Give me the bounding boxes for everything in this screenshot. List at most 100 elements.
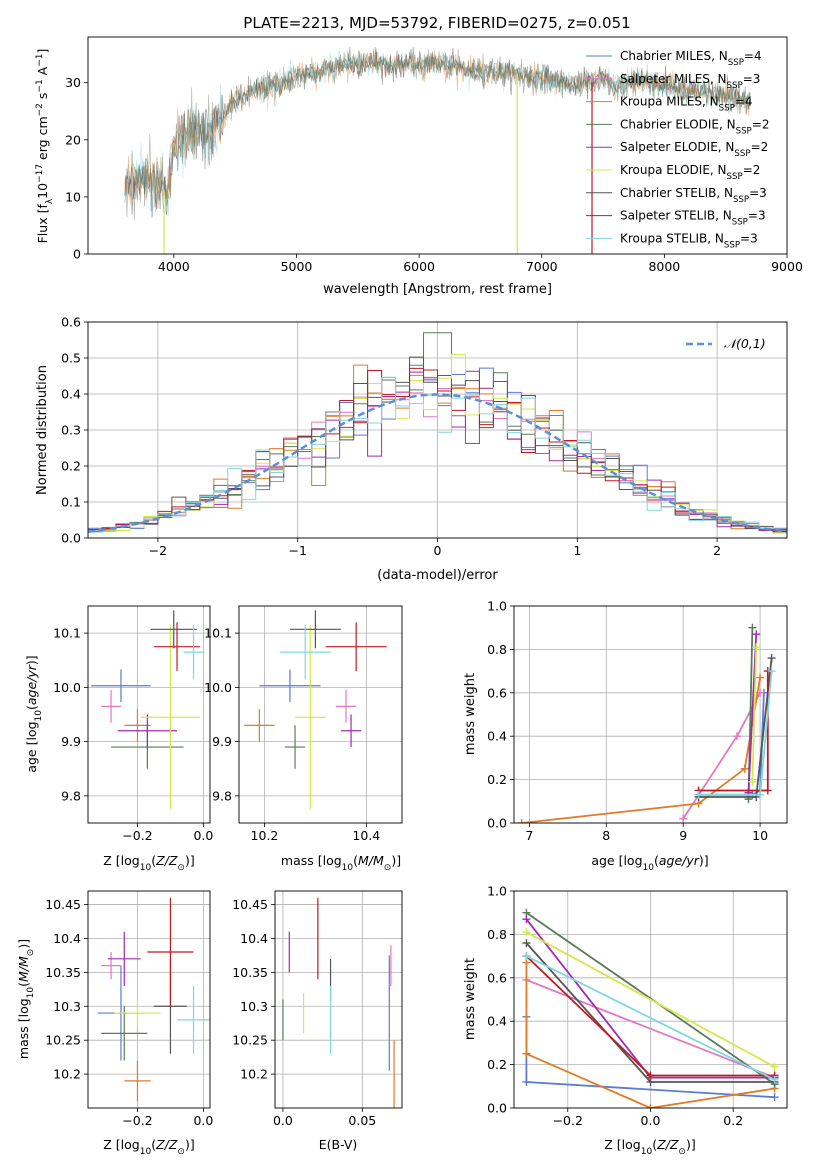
mass-weight-marker: [770, 1075, 779, 1084]
y-tick-label: 0: [73, 247, 81, 262]
y-tick-label: 10.45: [45, 897, 81, 912]
y-tick-label: 0.4: [487, 1014, 507, 1029]
panel-spectrum: 4000 5000 6000 7000 8000 9000 0 10 20 30 Chabrier …: [35, 36, 803, 297]
x-axis-label: age [log10(age/yr)]: [591, 853, 708, 873]
mass-weight-marker: [770, 1093, 779, 1102]
y-tick-label: 10.35: [232, 965, 268, 980]
y-tick-label: 0.2: [487, 1057, 507, 1072]
y-tick-label: 9.9: [212, 734, 232, 749]
y-tick-label: 0.6: [61, 315, 81, 330]
x-tick-label: 6000: [403, 259, 435, 274]
y-tick-label: 0.1: [61, 495, 81, 510]
y-tick-label: 10.4: [53, 931, 81, 946]
histogram-series: [88, 376, 787, 538]
mass-weight-marker: [522, 952, 531, 961]
legend-label: 𝒩(0,1): [724, 336, 766, 351]
x-axis-label: wavelength [Angstrom, rest frame]: [323, 282, 552, 297]
y-tick-label: 0.3: [61, 423, 81, 438]
mass-weight-marker: [740, 764, 749, 773]
mass-weight-marker: [756, 790, 765, 799]
axes-frame: [274, 890, 403, 1109]
axes-frame: [513, 605, 788, 824]
x-tick-label: −1: [288, 543, 306, 558]
legend-label: Kroupa MILES, NSSP=4: [620, 95, 753, 114]
y-tick-label: 0.5: [61, 351, 81, 366]
x-tick-label: 0.05: [348, 1113, 376, 1128]
x-tick-label: 0.0: [273, 1113, 293, 1128]
mass-weight-marker: [646, 1071, 655, 1080]
x-tick-label: 0.0: [641, 1113, 661, 1128]
plot-area: [91, 610, 204, 810]
y-tick-label: 0.6: [487, 970, 507, 985]
x-tick-label: −0.2: [122, 1113, 152, 1128]
y-tick-label: 10.4: [240, 931, 268, 946]
y-tick-label: 9.8: [212, 788, 232, 803]
y-tick-label: 0.2: [487, 772, 507, 787]
y-axis-label: mass weight: [463, 958, 478, 1040]
x-tick-label: 1: [573, 543, 581, 558]
x-axis-label: Z [log10(Z/Z⊙)]: [103, 1137, 194, 1157]
x-axis-label: E(B-V): [319, 1137, 358, 1152]
panel-age_vs_Z: −0.2 0.0 9.8 9.9 10.0 10.1 Z [log10(Z/Z⊙)] age …: [24, 605, 213, 873]
panel-massweight_vs_Z: −0.2 0.0 0.2 0.0 0.2 0.4 0.6 0.8 1.0 Z [log10(Z/Z…: [463, 884, 788, 1157]
mass-weight-marker: [522, 1049, 531, 1058]
y-tick-label: 0.4: [487, 729, 507, 744]
y-axis-label: mass weight: [463, 673, 478, 755]
legend-label: Salpeter STELIB, NSSP=3: [620, 209, 766, 228]
y-tick-label: 0.6: [487, 685, 507, 700]
x-tick-label: 9000: [771, 259, 803, 274]
panel-massweight_vs_age: 7 8 9 10 0.0 0.2 0.4 0.6 0.8 1.0 age [log10(age/yr…: [463, 599, 788, 873]
plot-area: [88, 332, 787, 538]
y-tick-label: 1.0: [487, 884, 507, 899]
axes-frame: [87, 321, 788, 539]
mass-weight-line: [521, 677, 761, 823]
panel-mass_vs_Z: −0.2 0.0 10.2 10.25 10.3 10.35 10.4 10.45 Z [log…: [16, 890, 213, 1157]
x-tick-label: 10.2: [251, 828, 279, 843]
y-tick-label: 0.8: [487, 642, 507, 657]
mass-weight-marker: [752, 630, 761, 639]
mass-weight-marker: [770, 1062, 779, 1071]
x-tick-label: 7: [525, 828, 533, 843]
x-tick-label: −0.2: [122, 828, 152, 843]
y-tick-label: 9.8: [61, 788, 81, 803]
x-tick-label: 2: [713, 543, 721, 558]
normal-curve: [88, 393, 787, 533]
mass-weight-marker: [522, 915, 531, 924]
y-tick-label: 10.25: [232, 1033, 268, 1048]
y-axis-label: age [log10(age/yr)]: [24, 655, 44, 772]
x-axis-label: (data-model)/error: [377, 568, 498, 583]
y-axis-label: mass [log10(M/M⊙)]: [16, 939, 36, 1059]
y-tick-label: 10.45: [232, 897, 268, 912]
legend-label: Chabrier MILES, NSSP=4: [620, 49, 762, 68]
mass-weight-marker: [646, 1104, 655, 1108]
axes-frame: [513, 890, 788, 1109]
mass-weight-marker: [522, 939, 531, 948]
axes-frame: [87, 36, 788, 255]
y-tick-label: 10.3: [53, 999, 81, 1014]
x-tick-label: 9: [679, 828, 687, 843]
y-axis-label: Flux [fλ10−17 erg cm−2 s−1 A−1]: [35, 49, 55, 244]
y-tick-label: 10.35: [45, 965, 81, 980]
mass-weight-marker: [679, 814, 688, 823]
panel-age_vs_mass: 10.2 10.4 9.8 9.9 10.0 10.1 mass [log10(M/M⊙)]: [204, 605, 403, 873]
y-tick-label: 0.0: [487, 816, 507, 831]
x-tick-label: 0.0: [193, 828, 213, 843]
mass-weight-marker: [748, 623, 757, 632]
y-tick-label: 10: [65, 189, 81, 204]
mass-weight-marker: [522, 928, 531, 937]
y-tick-label: 9.9: [61, 734, 81, 749]
mass-weight-marker: [517, 819, 526, 823]
mass-weight-line: [751, 647, 758, 782]
mass-weight-line: [747, 634, 758, 793]
spectrum-line: [124, 46, 751, 215]
x-axis-label: Z [log10(Z/Z⊙)]: [604, 1137, 695, 1157]
y-tick-label: 10.25: [45, 1033, 81, 1048]
legend-label: Kroupa STELIB, NSSP=3: [620, 231, 758, 250]
y-tick-label: 0.0: [487, 1101, 507, 1116]
y-tick-label: 20: [65, 132, 81, 147]
mass-weight-line: [525, 911, 776, 1085]
x-tick-label: 0.2: [723, 1113, 743, 1128]
legend: Chabrier MILES, NSSP=4 Salpeter MILES, NS…: [586, 49, 769, 250]
x-tick-label: 10: [752, 828, 768, 843]
